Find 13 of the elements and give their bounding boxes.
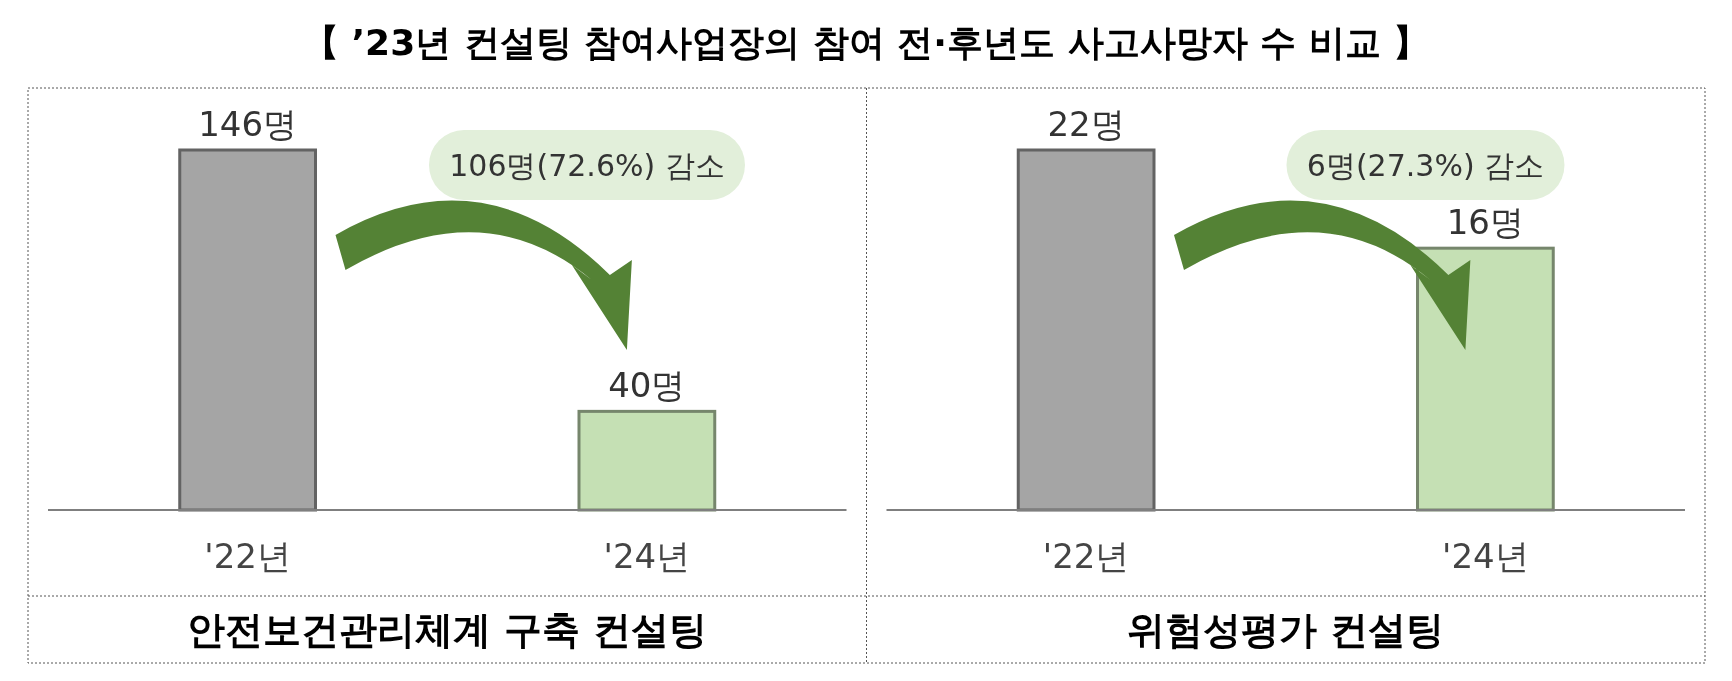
chart-title: 【 ’23년 컨설팅 참여사업장의 참여 전·후년도 사고사망자 수 비교 】 xyxy=(302,22,1430,63)
annotation: 106명(72.6%) 감소 xyxy=(449,148,725,183)
data-label: 40명 xyxy=(608,365,686,406)
x-axis-title: 안전보건관리체계 구축 컨설팅 xyxy=(187,608,708,652)
data-label: 22명 xyxy=(1047,104,1125,144)
x-tick-label: '24년 xyxy=(603,536,691,576)
data-label: 146명 xyxy=(198,104,298,144)
x-axis-title: 위험성평가 컨설팅 xyxy=(1127,608,1445,652)
x-tick-label: '22년 xyxy=(1042,536,1130,576)
x-tick-label: '24년 xyxy=(1442,536,1529,576)
data-label: 16명 xyxy=(1446,202,1525,243)
x-tick-label: '22년 xyxy=(204,536,291,576)
annotation: 6명(27.3%) 감소 xyxy=(1306,148,1545,183)
